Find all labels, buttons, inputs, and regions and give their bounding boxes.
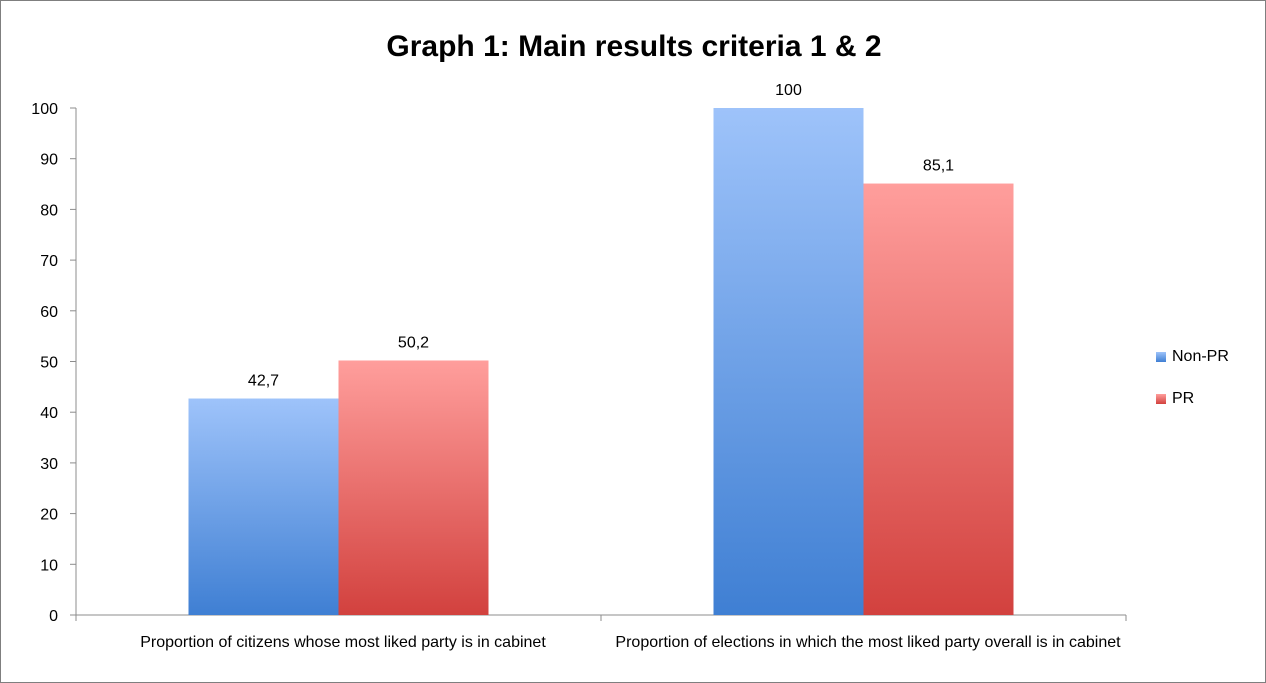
data-labels: 42,7 50,2 100 85,1 xyxy=(248,82,954,390)
x-axis xyxy=(70,614,1127,621)
y-tick-label: 70 xyxy=(40,253,58,270)
y-tick-label: 80 xyxy=(40,202,58,219)
y-tick-label: 30 xyxy=(40,456,58,473)
category-label-citizens: Proportion of citizens whose most liked … xyxy=(140,634,546,651)
legend-swatch-non-pr xyxy=(1156,352,1166,362)
category-label-elections: Proportion of elections in which the mos… xyxy=(615,634,1121,651)
legend: Non-PR PR xyxy=(1156,346,1261,430)
bar-pr-0 xyxy=(338,360,489,615)
data-label-pr-0: 50,2 xyxy=(398,334,429,351)
y-tick-label: 50 xyxy=(40,355,58,372)
y-tick-label: 60 xyxy=(40,304,58,321)
bar-pr-1 xyxy=(863,183,1014,615)
y-tick-label: 90 xyxy=(40,152,58,169)
legend-item-non-pr: Non-PR xyxy=(1156,346,1261,368)
bars xyxy=(188,108,1014,615)
bar-non-pr-1 xyxy=(713,108,864,615)
y-tick-label: 20 xyxy=(40,507,58,524)
bar-non-pr-0 xyxy=(188,398,339,615)
y-tick-label: 10 xyxy=(40,557,58,574)
data-label-pr-1: 85,1 xyxy=(923,158,954,175)
y-tick-label: 40 xyxy=(40,405,58,422)
y-tick-label: 0 xyxy=(49,608,58,625)
legend-item-pr: PR xyxy=(1156,388,1261,410)
data-label-non-pr-0: 42,7 xyxy=(248,373,279,390)
chart-title: Graph 1: Main results criteria 1 & 2 xyxy=(386,30,882,63)
legend-label-non-pr: Non-PR xyxy=(1172,348,1229,365)
legend-label-pr: PR xyxy=(1172,390,1195,407)
y-axis: 0 10 20 30 40 50 60 70 80 90 100 xyxy=(31,101,77,625)
legend-swatch-pr xyxy=(1156,394,1166,404)
y-tick-label: 100 xyxy=(31,101,58,118)
data-label-non-pr-1: 100 xyxy=(775,82,802,99)
